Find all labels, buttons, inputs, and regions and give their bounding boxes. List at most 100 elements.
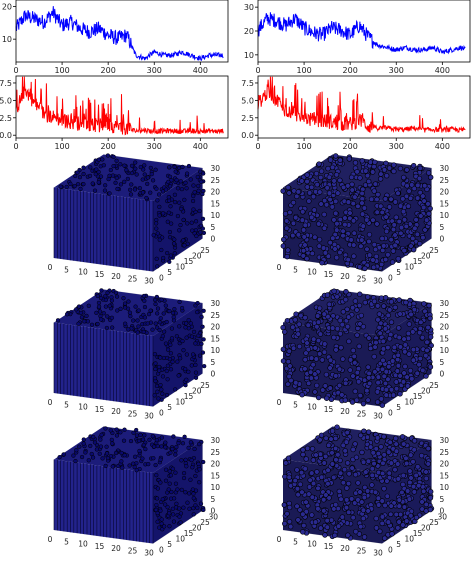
data-point (396, 503, 402, 509)
data-point (157, 368, 162, 373)
data-point (163, 341, 169, 346)
data-point (403, 223, 409, 230)
data-point (315, 394, 322, 401)
data-point (324, 292, 331, 298)
data-point (387, 307, 393, 313)
data-point (391, 168, 397, 175)
data-point (418, 319, 424, 326)
data-point (346, 471, 352, 477)
data-point (140, 177, 145, 182)
z-tick-label: 25 (440, 311, 450, 320)
data-point (103, 463, 108, 469)
data-point (188, 477, 193, 482)
data-point (315, 319, 322, 325)
data-point (280, 358, 287, 364)
x-tick-label: 30 (373, 549, 383, 558)
data-point (302, 366, 308, 372)
data-point (169, 489, 174, 495)
data-point (152, 376, 158, 381)
data-point (364, 172, 371, 179)
data-point (157, 213, 162, 218)
data-point (375, 374, 382, 380)
data-point (345, 256, 351, 263)
data-point (414, 195, 421, 201)
z-tick-label: 25 (440, 448, 450, 457)
data-point (105, 153, 111, 158)
data-point (81, 437, 86, 442)
z-tick-label: 15 (211, 334, 221, 343)
data-point (195, 174, 200, 180)
data-point (359, 200, 365, 206)
data-point (337, 331, 344, 337)
data-point (94, 167, 99, 172)
y-tick-label: 10 (405, 535, 415, 544)
data-point (340, 309, 347, 315)
data-point (423, 475, 430, 482)
data-point (142, 433, 147, 438)
data-point (190, 228, 195, 233)
data-point (156, 396, 161, 401)
data-point (403, 299, 409, 306)
data-point (391, 344, 398, 351)
data-point (339, 392, 345, 398)
data-point (335, 452, 341, 458)
data-point (159, 387, 164, 392)
y-tick-label: 25 (200, 518, 210, 527)
data-point (340, 442, 346, 449)
y-tick-label: 10 (176, 398, 186, 407)
y-tick-label: 2.5 (241, 114, 254, 123)
z-tick-label: 10 (211, 211, 221, 220)
data-point (329, 325, 336, 331)
data-point (158, 480, 163, 485)
data-point (184, 335, 189, 340)
data-point (321, 460, 327, 466)
data-point (341, 466, 348, 473)
data-point (363, 168, 369, 174)
data-point (147, 437, 152, 442)
y-tick-label: 0.0 (0, 131, 12, 140)
data-point (329, 164, 336, 171)
data-point (383, 160, 389, 167)
data-point (340, 184, 347, 191)
data-point (305, 346, 312, 353)
data-point (299, 217, 306, 223)
line-chart-middle-right: 0 100 200 300 400 0.0 2.5 5.0 7.5 (241, 75, 471, 151)
data-point (421, 301, 427, 307)
z-tick-label: 0 (440, 235, 445, 244)
z-tick-label: 10 (440, 483, 450, 492)
data-point (305, 380, 312, 387)
data-point (145, 321, 150, 326)
y-tick-label: 5.0 (241, 96, 254, 105)
data-point (383, 214, 389, 220)
data-point (111, 154, 116, 159)
data-point (184, 171, 190, 176)
data-point (142, 304, 148, 310)
data-point (121, 296, 126, 301)
data-point (344, 485, 350, 491)
data-point (286, 474, 292, 480)
data-point (190, 487, 196, 492)
data-point (375, 502, 382, 508)
data-point (374, 221, 380, 227)
data-point (325, 481, 331, 487)
data-point (366, 238, 372, 245)
data-point (386, 363, 392, 370)
data-point (309, 250, 316, 257)
data-point (384, 493, 391, 499)
y-tick-label: 20 (244, 27, 254, 36)
data-point (353, 528, 359, 535)
data-point (163, 303, 168, 308)
data-point (61, 452, 66, 457)
data-point (167, 524, 172, 529)
data-point (322, 250, 329, 256)
data-point (354, 369, 361, 376)
data-point (134, 433, 140, 438)
data-point (171, 519, 177, 524)
data-point (380, 338, 386, 345)
data-point (96, 304, 102, 309)
data-point (174, 334, 179, 339)
y-tick-label: 5 (396, 403, 401, 412)
data-point (378, 203, 384, 209)
data-point (409, 376, 415, 382)
x-tick-label: 30 (144, 549, 154, 558)
